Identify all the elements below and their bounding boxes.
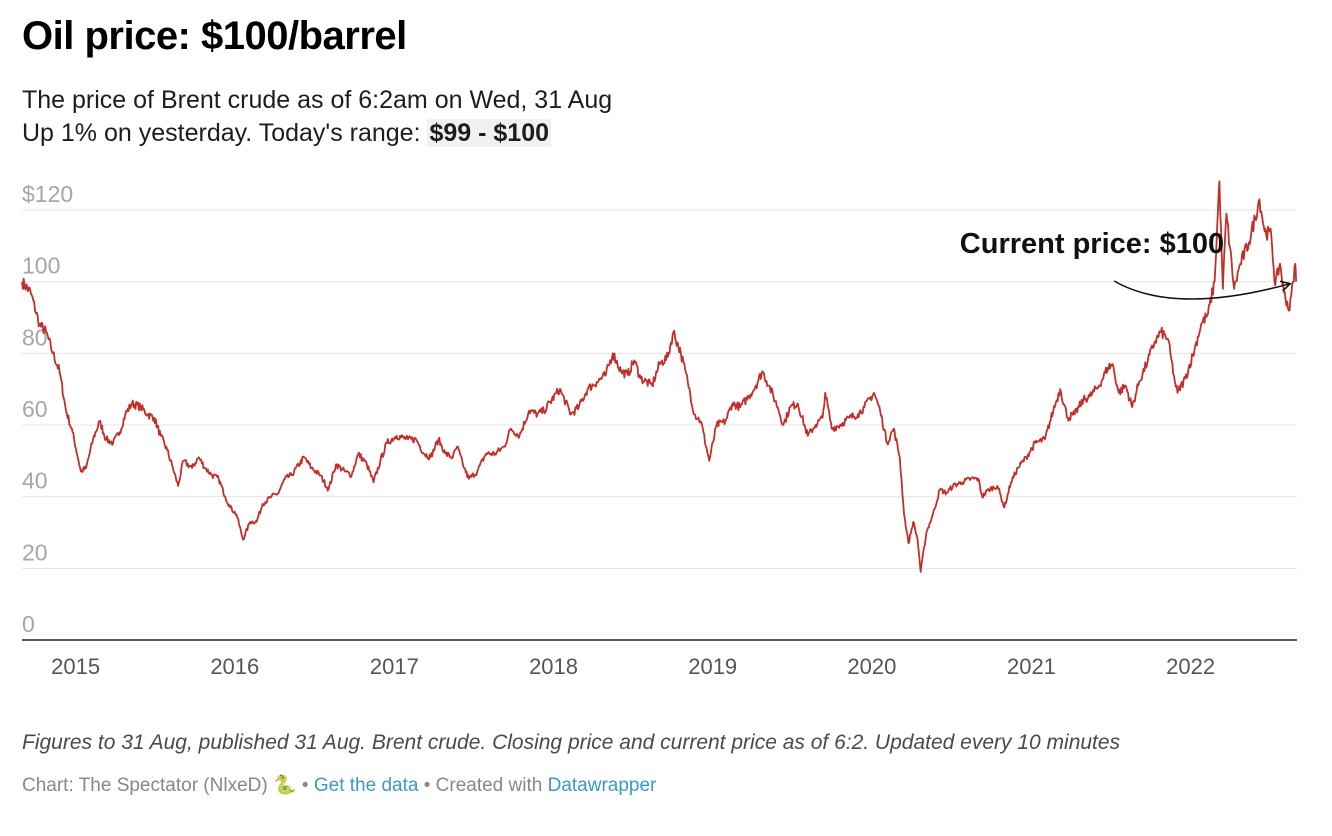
- chart-credits: Chart: The Spectator (NlxeD) 🐍 • Get the…: [22, 773, 656, 797]
- x-tick-label-2019: 2019: [688, 654, 737, 679]
- y-tick-label-0: 0: [22, 611, 35, 637]
- subtitle-change-text: Up 1% on yesterday. Today's range:: [22, 119, 428, 147]
- x-tick-label-2017: 2017: [370, 654, 419, 679]
- created-with-text: • Created with: [418, 775, 548, 796]
- y-tick-label-20: 20: [22, 539, 48, 565]
- snake-icon: 🐍: [272, 775, 297, 796]
- y-tick-label-100: 100: [22, 253, 60, 279]
- todays-range-value: $99 - $100: [427, 119, 552, 147]
- chart-title: Oil price: $100/barrel: [22, 14, 407, 58]
- x-tick-label-2015: 2015: [51, 654, 100, 679]
- x-tick-label-2020: 2020: [847, 654, 896, 679]
- brent-price-series-line: [21, 180, 1297, 573]
- x-tick-label-2022: 2022: [1166, 654, 1215, 679]
- current-price-annotation: Current price: $100: [960, 228, 1224, 260]
- get-the-data-link[interactable]: Get the data: [313, 775, 419, 796]
- subtitle-line-1: The price of Brent crude as of 6:2am on …: [22, 86, 613, 114]
- datawrapper-link[interactable]: Datawrapper: [547, 775, 657, 796]
- y-tick-label-120: $120: [22, 181, 73, 207]
- chart-subtitle: The price of Brent crude as of 6:2am on …: [22, 84, 612, 150]
- credit-separator: •: [296, 775, 314, 796]
- x-axis-tick-labels: 2015 2016 2017 2018 2019 2020 2021 2022: [51, 654, 1215, 679]
- annotation-arrow: [1113, 280, 1292, 300]
- y-tick-label-60: 60: [22, 396, 48, 422]
- credit-byline: Chart: The Spectator (NlxeD): [22, 775, 268, 796]
- x-tick-label-2021: 2021: [1007, 654, 1056, 679]
- subtitle-line-2: Up 1% on yesterday. Today's range: $99 -…: [22, 117, 612, 150]
- x-tick-label-2016: 2016: [210, 654, 259, 679]
- gridlines: [22, 209, 1297, 569]
- y-tick-label-40: 40: [22, 468, 48, 494]
- chart-notes: Figures to 31 Aug, published 31 Aug. Bre…: [22, 731, 1121, 754]
- x-tick-label-2018: 2018: [529, 654, 578, 679]
